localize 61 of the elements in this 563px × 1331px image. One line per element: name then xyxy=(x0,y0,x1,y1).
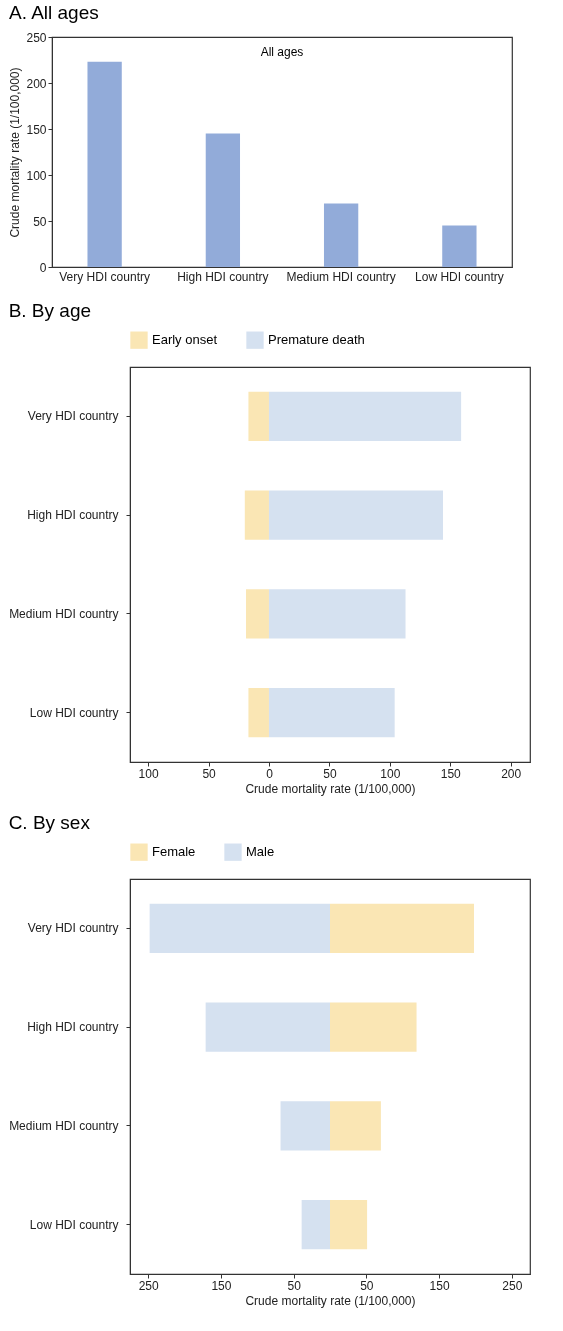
y-tick-label: Medium HDI country xyxy=(9,1118,119,1133)
y-tick-label: 200 xyxy=(26,76,47,91)
y-tick-label: Very HDI country xyxy=(27,921,119,936)
x-tick-label: Medium HDI country xyxy=(286,269,396,284)
chart-title: C. By sex xyxy=(8,812,91,833)
y-tick-label: High HDI country xyxy=(27,508,119,523)
y-tick-label: Very HDI country xyxy=(27,409,119,424)
y-tick-label: 150 xyxy=(26,122,47,137)
legend-label: Early onset xyxy=(152,332,218,348)
bar xyxy=(205,133,241,267)
x-tick-label: Low HDI country xyxy=(415,269,504,284)
y-tick-label: 100 xyxy=(26,168,47,183)
x-tick-label: 250 xyxy=(138,1278,160,1293)
chart-title: A. All ages xyxy=(8,2,99,23)
bar xyxy=(323,203,359,267)
bar xyxy=(330,903,474,954)
bar xyxy=(330,1002,417,1052)
bar xyxy=(280,1101,330,1151)
x-tick-label: 100 xyxy=(138,766,159,781)
legend-label: Premature death xyxy=(268,332,365,348)
x-tick-label: Very HDI country xyxy=(59,269,150,284)
bar xyxy=(268,490,443,540)
bar xyxy=(246,589,269,639)
x-tick-label: 250 xyxy=(502,1278,523,1293)
bar xyxy=(205,1002,330,1052)
x-tick-label: 150 xyxy=(440,766,462,781)
bar xyxy=(330,1199,368,1250)
bar xyxy=(442,225,477,267)
bar xyxy=(244,490,269,540)
x-tick-label: 50 xyxy=(360,1278,374,1293)
x-axis-title: Crude mortality rate (1/100,000) xyxy=(245,1293,416,1308)
x-tick-label: High HDI country xyxy=(177,269,269,284)
bar xyxy=(301,1199,330,1250)
x-tick-label: 150 xyxy=(429,1278,450,1293)
x-tick-label: 0 xyxy=(266,766,274,781)
x-axis-title: Crude mortality rate (1/100,000) xyxy=(245,781,416,796)
bar xyxy=(248,687,269,738)
bar xyxy=(248,391,269,442)
legend-label: Male xyxy=(246,844,275,860)
y-tick-label: 250 xyxy=(26,30,47,45)
y-tick-label: Low HDI country xyxy=(29,705,119,720)
bar xyxy=(268,391,462,442)
y-tick-label: 50 xyxy=(33,214,47,229)
x-tick-label: 100 xyxy=(380,766,401,781)
bar xyxy=(330,1101,381,1151)
y-axis-title: Crude mortality rate (1/100,000) xyxy=(8,67,23,238)
bar xyxy=(268,687,395,738)
bar xyxy=(268,589,406,639)
x-tick-label: 50 xyxy=(287,1278,302,1293)
bar xyxy=(87,61,122,267)
bar xyxy=(149,903,330,954)
annotation: All ages xyxy=(260,45,304,59)
legend-label: Female xyxy=(152,844,196,860)
x-tick-label: 50 xyxy=(323,766,337,781)
y-tick-label: High HDI country xyxy=(27,1020,119,1035)
x-tick-label: 150 xyxy=(211,1278,232,1293)
y-tick-label: Low HDI country xyxy=(29,1217,119,1232)
x-tick-label: 200 xyxy=(501,766,522,781)
chart-title: B. By age xyxy=(8,300,92,321)
x-tick-label: 50 xyxy=(202,766,217,781)
y-tick-label: Medium HDI country xyxy=(9,606,119,621)
